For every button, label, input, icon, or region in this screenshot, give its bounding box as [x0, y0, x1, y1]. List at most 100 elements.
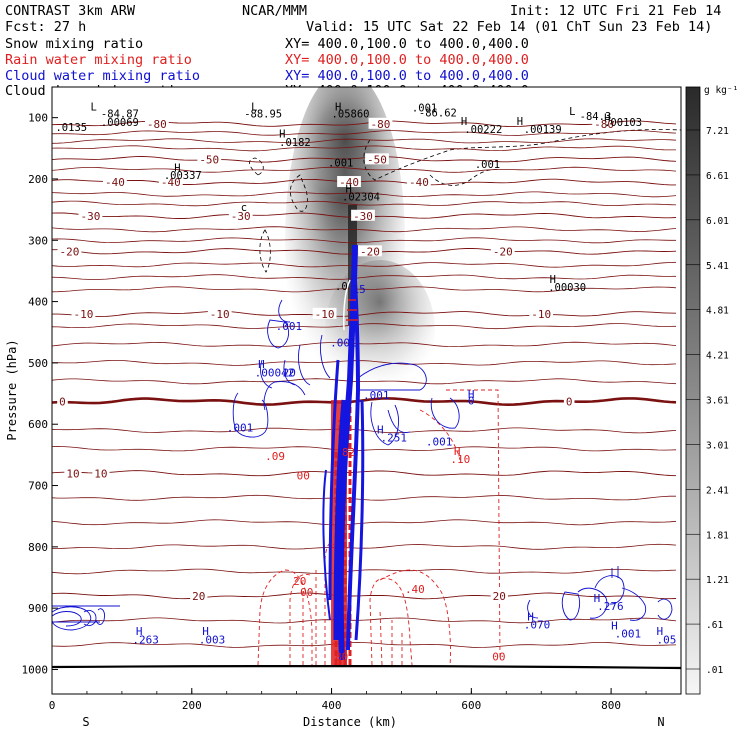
header: CONTRAST 3km ARW NCAR/MMM Init: 12 UTC F…: [5, 3, 721, 99]
contour-annotation: .0182: [279, 137, 311, 149]
contour-annotation: c: [241, 202, 247, 214]
y-tick-label: 800: [28, 541, 48, 554]
colorbar-level-label: 1.81: [706, 530, 729, 541]
temperature-contour-20: [52, 592, 677, 600]
x-tick-label: 200: [182, 699, 202, 712]
temperature-contour-label: 20: [493, 590, 506, 603]
temperature-contour-line: [52, 226, 677, 233]
colorbar-level-label: .61: [706, 620, 723, 631]
temperature-contour-line: [52, 286, 677, 293]
contour-annotation: H: [136, 625, 143, 638]
colorbar-level-label: .01: [706, 665, 723, 676]
contour-annotation: L: [569, 106, 575, 118]
y-tick-label: 600: [28, 418, 48, 431]
temperature-contour-label: 0: [59, 396, 66, 409]
contour-annotation: H: [611, 620, 618, 633]
x-tick-label: 800: [601, 699, 621, 712]
contour-annotation: .001: [615, 628, 642, 641]
contour-annotation: H: [335, 101, 341, 113]
y-tick-label: 200: [28, 173, 48, 186]
contour-label-bg: [228, 209, 253, 221]
temperature-contour-line: [52, 341, 677, 348]
contour-annotation: .09: [265, 450, 285, 463]
temperature-contour-label: 0: [566, 396, 573, 409]
temperature-contour--50: [52, 156, 677, 163]
contour-annotation: .40: [405, 583, 425, 596]
contour-annotation: .00139: [524, 124, 562, 136]
temperature-contour-label: -40: [409, 176, 429, 189]
contour-label-bg: [358, 245, 382, 257]
contour-annotation: .00222: [464, 124, 502, 136]
y-tick-label: 1000: [22, 663, 49, 676]
contour-annotation: .001: [227, 422, 254, 435]
contour-annotation: .001: [328, 158, 353, 170]
contour-label-bg: [490, 589, 508, 601]
temperature-contour-line: [52, 378, 677, 385]
contour-annotation: .251: [380, 431, 407, 444]
forecast-hour: Fcst: 27 h: [5, 19, 86, 35]
contour-annotation: 20: [283, 366, 296, 379]
contour-annotation: .00069: [101, 117, 139, 129]
contour-annotation: .0: [335, 281, 348, 293]
contour-annotation: .001: [330, 336, 357, 349]
contour-annotation: .00337: [164, 170, 202, 182]
contour-annotation: H: [202, 625, 209, 638]
contour-label-bg: [71, 307, 96, 319]
temperature-contour-line: [52, 191, 677, 198]
contour-label-bg: [64, 467, 82, 479]
contour-annotation: 20: [293, 575, 306, 588]
contour-annotation: H: [377, 423, 384, 436]
contour-label-bg: [57, 395, 68, 407]
contour-annotation: -84.87: [101, 109, 139, 121]
temperature-contour-line: [52, 138, 677, 144]
colorbar-level-label: 3.01: [706, 440, 729, 451]
valid-time: Valid: 15 UTC Sat 22 Feb 14 (01 ChT Sun …: [306, 19, 712, 35]
contour-annotation: H: [461, 116, 467, 128]
temperature-contour-line: [52, 323, 677, 330]
anvil-top-shading: [300, 87, 390, 200]
temperature-contour-label: -80: [594, 118, 614, 131]
contour-annotation: -88.95: [244, 109, 282, 121]
contour-annotation: .003: [199, 634, 226, 647]
field-rain-name: Rain water mixing ratio: [5, 52, 192, 68]
colorbar-level-label: 2.41: [706, 485, 729, 496]
colorbar-level-label: 6.01: [706, 216, 729, 227]
ground-surface-line: [52, 664, 681, 670]
temperature-contour-line: [52, 519, 677, 526]
colorbar-level-label: 7.21: [706, 126, 729, 137]
contour-label-bg: [337, 176, 361, 188]
contour-annotation: H: [594, 592, 601, 605]
contour-label-bg: [563, 395, 575, 407]
colorbar-level-label: 3.61: [706, 396, 729, 407]
temperature-contour-label: -40: [161, 176, 181, 189]
contour-label-bg: [207, 307, 232, 319]
temperature-contour-line: [52, 641, 677, 648]
contour-annotation: H: [527, 610, 534, 623]
contour-label-bg: [529, 307, 554, 319]
convective-core: [322, 244, 365, 665]
temperature-contour-line: [52, 200, 677, 207]
contour-label-bg: [312, 307, 337, 319]
contour-annotation: 80: [335, 650, 348, 663]
contour-annotation: 00: [297, 469, 310, 482]
contour-annotation: .05860: [332, 109, 370, 121]
contour-label-bg: [368, 117, 393, 129]
contour-annotation: .001: [363, 389, 390, 402]
temperature-contour-label: -10: [315, 308, 335, 321]
contour-label-bg: [351, 209, 375, 221]
contour-label-bg: [103, 176, 127, 188]
colorbar-level-label: 4.81: [706, 306, 729, 317]
contour-label-bg: [407, 176, 431, 188]
contour-annotation: 82: [342, 446, 355, 459]
contour-annotation: H: [657, 625, 664, 638]
colorbar-level-label: 4.21: [706, 351, 729, 362]
temperature-contour-label: -20: [360, 245, 380, 258]
x-axis-label: Distance (km): [303, 715, 397, 729]
contour-annotation: .001: [412, 103, 437, 115]
field-snow-name: Snow mixing ratio: [5, 36, 143, 52]
temperature-contour-line: [52, 145, 676, 152]
temperature-contour-label: -30: [231, 210, 251, 223]
temperature-contour-label: -40: [105, 176, 125, 189]
contour-label-bg: [592, 117, 617, 129]
